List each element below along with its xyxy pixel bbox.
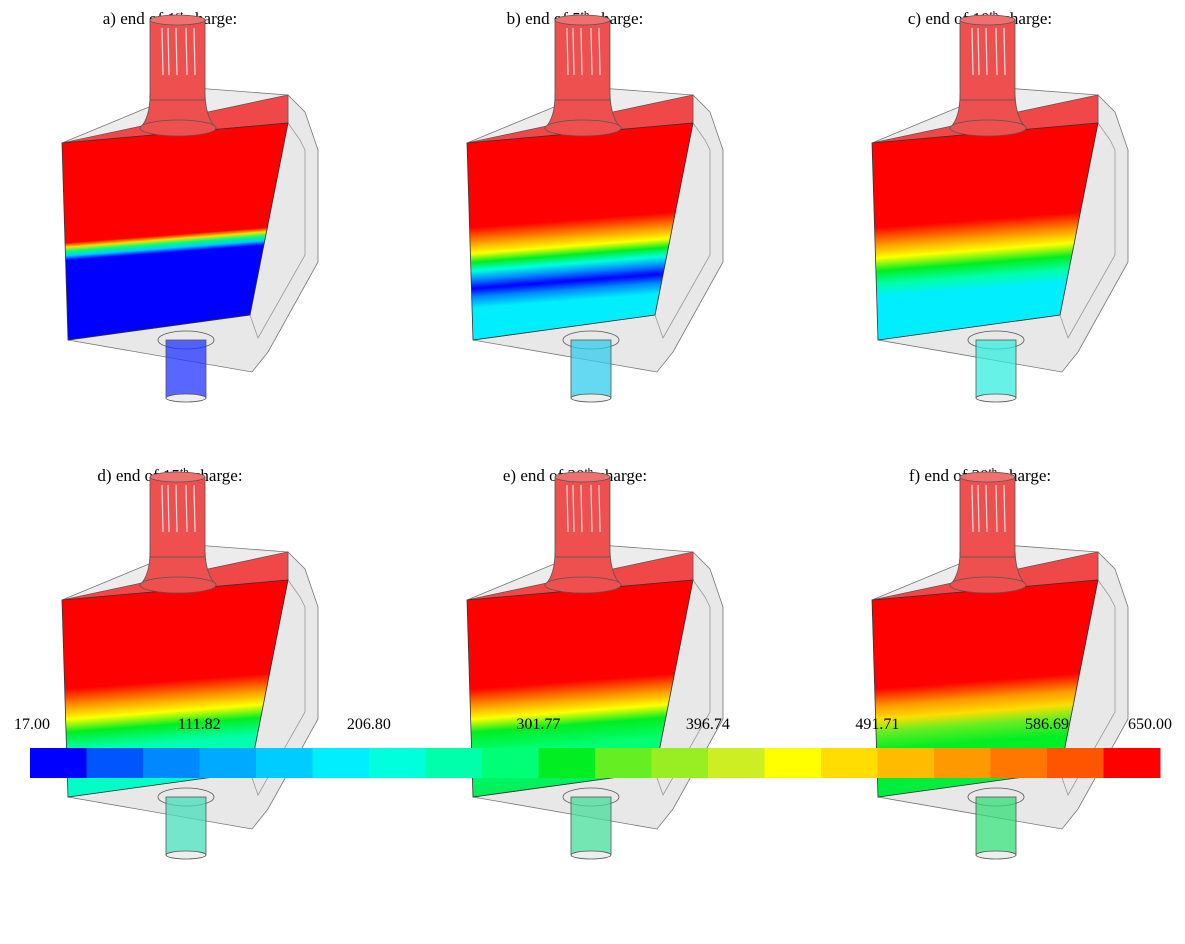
colorbar-tick-label: 17.00 — [14, 716, 50, 733]
pipe-end — [571, 851, 611, 859]
colorbar-segment — [652, 748, 709, 778]
figure: a) end of 1st charge: b) end of 5th charg… — [0, 0, 1185, 944]
colorbar-segment — [991, 748, 1048, 778]
panel: c) end of 10th charge: — [872, 9, 1128, 402]
top-pipe — [960, 477, 1015, 557]
flare-base — [545, 577, 621, 593]
bottom-pipe — [166, 340, 206, 398]
pipe-top — [960, 472, 1015, 482]
colorbar-segment — [1104, 748, 1161, 778]
flare-base — [140, 120, 216, 136]
flare-base — [140, 577, 216, 593]
bottom-pipe — [571, 340, 611, 398]
colorbar-tick-label: 491.71 — [855, 716, 899, 733]
colorbar-tick-label: 206.80 — [347, 716, 391, 733]
colorbar-segment — [765, 748, 822, 778]
pipe-end — [166, 851, 206, 859]
pipe-top — [960, 15, 1015, 25]
panel: d) end of 15th charge: — [62, 466, 318, 859]
top-pipe — [555, 20, 610, 100]
colorbar-segment — [482, 748, 539, 778]
panel: f) end of 30th charge: — [872, 466, 1128, 859]
panel: b) end of 5th charge: — [467, 9, 723, 402]
colorbar-segment — [30, 748, 87, 778]
flare-base — [545, 120, 621, 136]
pipe-end — [976, 394, 1016, 402]
colorbar-segment — [256, 748, 313, 778]
colorbar-segment — [143, 748, 200, 778]
pipe-top — [150, 15, 205, 25]
pipe-top — [150, 472, 205, 482]
colorbar-tick-label: 301.77 — [516, 716, 560, 733]
bottom-pipe — [976, 797, 1016, 855]
colorbar-tick-label: 586.69 — [1025, 716, 1069, 733]
colorbar-tick-label: 396.74 — [686, 716, 730, 733]
top-pipe — [150, 20, 205, 100]
pipe-end — [166, 394, 206, 402]
colorbar-segment — [200, 748, 257, 778]
colorbar-segment — [821, 748, 878, 778]
colorbar-segment — [539, 748, 596, 778]
colorbar-segment — [426, 748, 483, 778]
colorbar-segment — [595, 748, 652, 778]
colorbar-segment — [934, 748, 991, 778]
pipe-end — [976, 851, 1016, 859]
colorbar-segment — [87, 748, 144, 778]
flare-base — [950, 577, 1026, 593]
colorbar-segment — [369, 748, 426, 778]
top-pipe — [150, 477, 205, 557]
bottom-pipe — [166, 797, 206, 855]
colorbar-tick-label: 650.00 — [1128, 716, 1172, 733]
bottom-pipe — [571, 797, 611, 855]
colorbar-tick-label: 111.82 — [178, 716, 221, 733]
panel: a) end of 1st charge: — [62, 9, 318, 402]
pipe-top — [555, 15, 610, 25]
pipe-top — [555, 472, 610, 482]
top-pipe — [960, 20, 1015, 100]
panel: e) end of 20th charge: — [467, 466, 723, 859]
bottom-pipe — [976, 340, 1016, 398]
pipe-end — [571, 394, 611, 402]
colorbar-segment — [708, 748, 765, 778]
colorbar-segment — [313, 748, 370, 778]
top-pipe — [555, 477, 610, 557]
colorbar-segment — [1047, 748, 1104, 778]
colorbar-segment — [878, 748, 935, 778]
flare-base — [950, 120, 1026, 136]
